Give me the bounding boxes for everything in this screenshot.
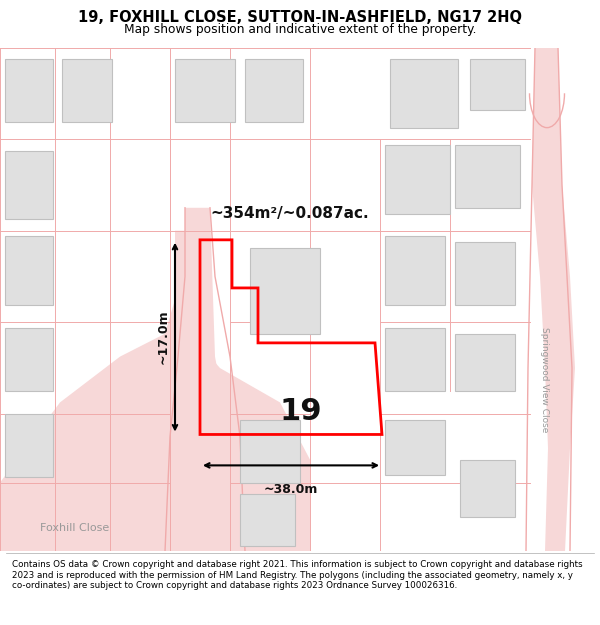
Polygon shape xyxy=(0,231,310,620)
Text: ~17.0m: ~17.0m xyxy=(157,310,170,364)
Bar xyxy=(455,334,515,391)
Bar xyxy=(470,59,525,111)
Bar xyxy=(175,59,235,122)
Bar xyxy=(240,419,300,482)
Text: ~38.0m: ~38.0m xyxy=(264,482,318,496)
Text: Contains OS data © Crown copyright and database right 2021. This information is : Contains OS data © Crown copyright and d… xyxy=(12,560,583,590)
Text: 19: 19 xyxy=(280,397,322,426)
Polygon shape xyxy=(130,208,310,574)
Text: Springwood View Close: Springwood View Close xyxy=(541,327,550,432)
Bar xyxy=(385,328,445,391)
Bar xyxy=(5,414,53,477)
Bar xyxy=(455,242,515,305)
Bar xyxy=(250,248,320,334)
Bar xyxy=(460,459,515,517)
Bar xyxy=(390,59,458,127)
Text: Foxhill Close: Foxhill Close xyxy=(40,523,110,533)
Bar xyxy=(385,145,450,214)
Bar xyxy=(245,59,303,122)
Bar xyxy=(385,236,445,305)
Bar xyxy=(240,494,295,546)
Bar xyxy=(62,59,112,122)
Text: ~354m²/~0.087ac.: ~354m²/~0.087ac. xyxy=(211,206,370,221)
Text: 19, FOXHILL CLOSE, SUTTON-IN-ASHFIELD, NG17 2HQ: 19, FOXHILL CLOSE, SUTTON-IN-ASHFIELD, N… xyxy=(78,11,522,26)
Bar xyxy=(5,59,53,122)
Polygon shape xyxy=(532,48,575,551)
Bar xyxy=(5,328,53,391)
Text: Map shows position and indicative extent of the property.: Map shows position and indicative extent… xyxy=(124,22,476,36)
Bar xyxy=(455,145,520,208)
Bar xyxy=(385,419,445,474)
Bar xyxy=(5,236,53,305)
Bar xyxy=(5,151,53,219)
